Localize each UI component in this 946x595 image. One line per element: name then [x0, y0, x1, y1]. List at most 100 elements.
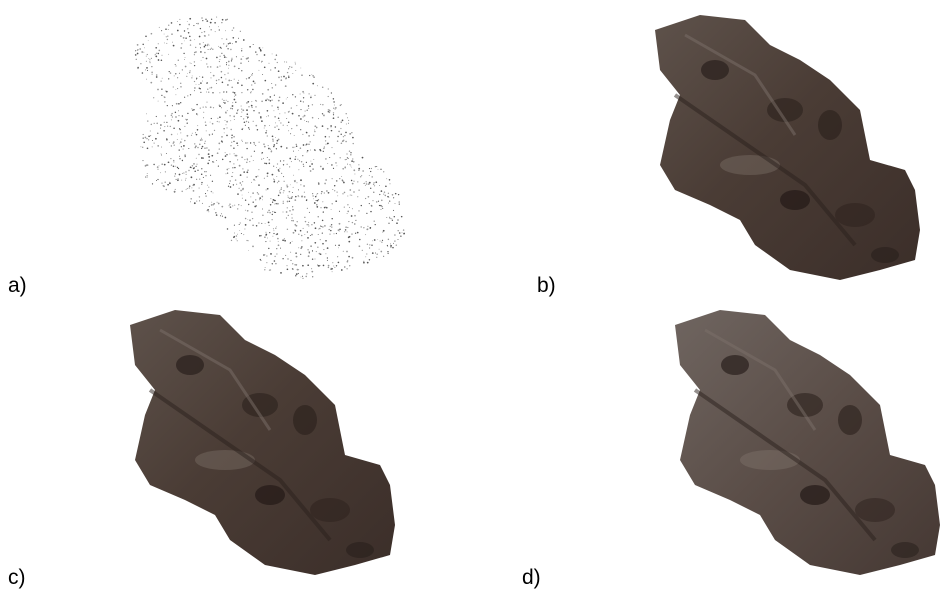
cloud-point	[185, 37, 187, 39]
cloud-point	[201, 17, 203, 19]
cloud-point	[259, 258, 261, 261]
cloud-point	[218, 61, 220, 63]
cloud-point	[348, 157, 349, 159]
cloud-point	[382, 229, 385, 232]
cloud-point	[225, 38, 228, 40]
cloud-point	[271, 87, 274, 89]
cloud-point	[145, 55, 147, 57]
cloud-point	[280, 122, 282, 124]
cloud-point	[333, 104, 335, 106]
cloud-point	[244, 124, 246, 126]
cloud-point	[287, 214, 290, 217]
cloud-point	[375, 181, 378, 184]
cloud-point	[241, 91, 243, 94]
cloud-point	[225, 19, 227, 21]
cloud-point	[241, 197, 243, 199]
cloud-point	[263, 143, 265, 145]
cloud-point	[286, 61, 288, 63]
cloud-point	[296, 105, 298, 107]
cloud-point	[348, 206, 351, 208]
cloud-point	[287, 258, 289, 260]
cloud-point	[260, 234, 262, 237]
cloud-point	[333, 185, 336, 187]
cloud-point	[336, 165, 338, 167]
cloud-point	[331, 271, 333, 273]
cloud-point	[194, 87, 196, 89]
cloud-point	[346, 231, 348, 233]
cloud-point	[142, 160, 144, 162]
cloud-point	[210, 29, 212, 31]
cloud-point	[261, 153, 263, 155]
cloud-point	[167, 161, 170, 164]
cloud-point	[294, 63, 296, 65]
cloud-point	[348, 255, 350, 258]
cloud-point	[306, 143, 308, 146]
cloud-point	[299, 93, 301, 95]
cloud-point	[172, 165, 175, 168]
cloud-point	[210, 86, 213, 89]
cloud-point	[319, 239, 321, 241]
cloud-point	[184, 65, 187, 68]
cloud-point	[170, 164, 173, 166]
cloud-point	[212, 74, 215, 77]
cloud-point	[324, 140, 327, 142]
cloud-point	[188, 71, 191, 74]
cloud-point	[211, 154, 214, 157]
cloud-point	[229, 161, 231, 163]
cloud-point	[253, 143, 255, 145]
cloud-point	[275, 122, 277, 124]
cloud-point	[382, 231, 384, 233]
cloud-point	[268, 147, 270, 150]
cloud-point	[185, 173, 187, 175]
cloud-point	[359, 238, 361, 241]
cloud-point	[149, 61, 151, 63]
cloud-point	[178, 128, 181, 130]
cloud-point	[228, 205, 230, 207]
cloud-point	[248, 106, 250, 108]
cloud-point	[144, 136, 147, 139]
cloud-point	[394, 234, 396, 236]
cloud-point	[255, 99, 257, 102]
cloud-point	[307, 255, 310, 258]
cloud-point	[182, 148, 184, 150]
cloud-point	[227, 43, 230, 45]
cloud-point	[346, 213, 348, 214]
cloud-point	[246, 89, 249, 91]
cloud-point	[246, 209, 249, 212]
cloud-point	[151, 73, 153, 75]
cloud-point	[286, 184, 288, 186]
cloud-point	[230, 144, 232, 147]
cloud-point	[146, 147, 149, 150]
cloud-point	[295, 255, 298, 258]
cloud-point	[211, 133, 213, 135]
cloud-point	[290, 196, 293, 199]
cloud-point	[225, 64, 228, 66]
cloud-point	[237, 110, 239, 112]
cloud-point	[374, 223, 376, 226]
cloud-point	[200, 157, 203, 159]
cloud-point	[200, 82, 202, 84]
cloud-point	[200, 147, 203, 150]
cloud-point	[196, 129, 199, 131]
cloud-point	[173, 159, 175, 162]
cloud-point	[271, 219, 273, 221]
cloud-point	[373, 239, 376, 241]
cloud-point	[193, 80, 196, 83]
cloud-point	[323, 206, 326, 209]
cloud-point	[184, 139, 186, 142]
cloud-point	[294, 223, 297, 226]
cloud-point	[292, 263, 294, 265]
cloud-point	[183, 40, 185, 42]
cloud-point	[323, 147, 325, 150]
cloud-point	[331, 203, 333, 205]
cloud-point	[208, 156, 211, 158]
cloud-point	[320, 225, 322, 228]
cloud-point	[266, 135, 268, 137]
cloud-point	[300, 247, 303, 250]
cloud-point	[165, 28, 167, 30]
cloud-point	[158, 49, 161, 52]
cloud-point	[338, 222, 341, 225]
cloud-point	[205, 57, 208, 60]
cloud-point	[280, 172, 283, 175]
cloud-point	[207, 49, 209, 51]
